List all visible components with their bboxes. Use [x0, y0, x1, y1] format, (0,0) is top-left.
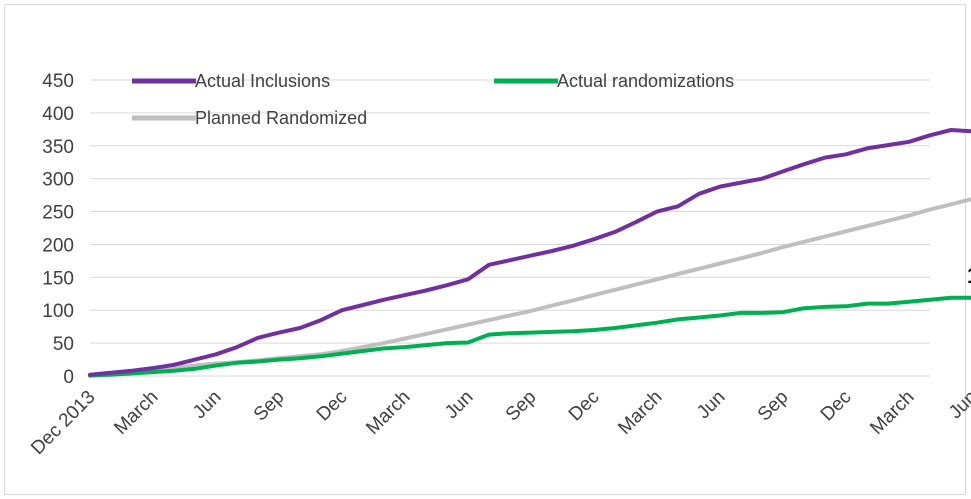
y-tick-label: 250: [42, 203, 74, 224]
y-tick-label: 350: [42, 137, 74, 158]
x-tick-label: March: [866, 387, 918, 439]
x-tick-label: Jun: [945, 387, 971, 424]
x-tick-label: Jun: [693, 387, 730, 424]
legend-label-planned-randomized: Planned Randomized: [195, 108, 367, 128]
x-tick-label: Jun: [189, 387, 226, 424]
y-tick-label: 400: [42, 104, 74, 125]
x-tick-label: March: [614, 387, 666, 439]
y-tick-label: 50: [53, 334, 74, 355]
x-tick-label: Sep: [250, 387, 289, 426]
x-tick-label: Jun: [441, 387, 478, 424]
x-axis-ticks: Dec 2013 March Jun Sep Dec March Jun Sep Dec Marc…: [27, 387, 971, 459]
x-tick-label: March: [110, 387, 162, 439]
x-tick-label: Sep: [502, 387, 541, 426]
legend-label-actual-inclusions: Actual Inclusions: [195, 71, 330, 91]
legend-label-actual-randomizations: Actual randomizations: [557, 71, 734, 91]
x-tick-label: Dec: [565, 387, 604, 426]
x-tick-label: Dec: [313, 387, 352, 426]
legend: Actual Inclusions Actual randomizations …: [132, 71, 734, 128]
y-tick-label: 300: [42, 170, 74, 191]
y-tick-label: 450: [42, 71, 74, 92]
x-tick-label: Sep: [754, 387, 793, 426]
y-tick-label: 100: [42, 301, 74, 322]
x-tick-label: March: [362, 387, 414, 439]
y-tick-label: 150: [42, 268, 74, 289]
y-tick-label: 0: [63, 367, 74, 388]
series-lines: [88, 128, 971, 378]
x-tick-label: Dec: [817, 387, 856, 426]
end-labels: 386120: [967, 263, 971, 288]
series-line-actual-inclusions: [88, 128, 971, 377]
x-tick-label: Dec 2013: [27, 387, 99, 459]
series-line-actual-randomizations: [88, 295, 971, 378]
end-label-actual-randomizations: 120: [967, 263, 971, 288]
y-axis-ticks: 0 50 100 150 200 250 300 350 400 450: [42, 71, 74, 388]
y-tick-label: 200: [42, 235, 74, 256]
chart-frame: [4, 4, 966, 495]
